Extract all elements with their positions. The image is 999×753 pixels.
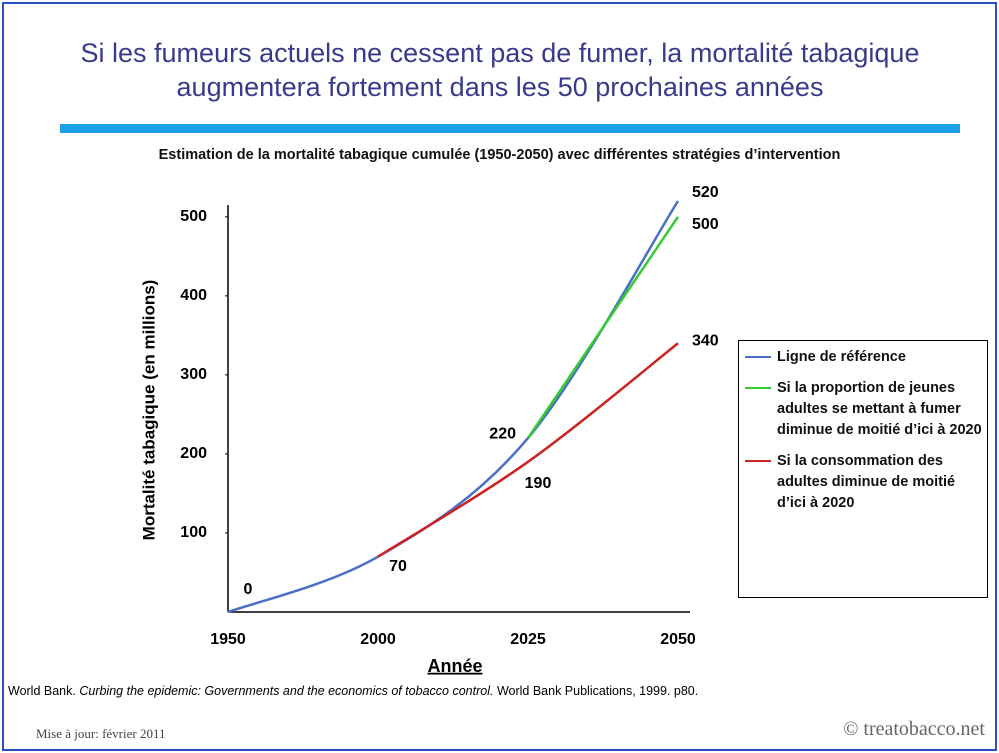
x-tick-label: 1950 — [210, 631, 246, 648]
series-line — [377, 342, 679, 558]
x-tick-label: 2000 — [360, 631, 396, 648]
y-axis-label: Mortalité tabagique (en millions) — [139, 280, 158, 541]
source-author: World Bank. — [8, 684, 76, 698]
update-date: Mise à jour: février 2011 — [36, 726, 166, 741]
data-label: 0 — [244, 581, 253, 598]
source-work: Curbing the epidemic: Governments and th… — [79, 684, 494, 698]
series-line — [526, 216, 680, 439]
data-label: 220 — [489, 425, 516, 442]
legend-swatch — [745, 356, 771, 358]
legend: Ligne de référence Si la proportion de je… — [738, 340, 988, 598]
title: Si les fumeurs actuels ne cessent pas de… — [80, 38, 920, 102]
data-label: 520 — [692, 184, 719, 201]
y-tick-label: 500 — [180, 208, 207, 225]
y-tick-label: 200 — [180, 445, 207, 462]
x-tick-label: 2025 — [510, 631, 546, 648]
data-label: 500 — [692, 216, 719, 233]
x-tick-label: 2050 — [660, 631, 696, 648]
legend-item: Si la proportion de jeunes adultes se me… — [745, 378, 983, 441]
legend-label: Si la proportion de jeunes adultes se me… — [777, 380, 982, 438]
y-tick-label: 100 — [180, 524, 207, 541]
legend-item: Si la consommation des adultes diminue d… — [745, 451, 983, 514]
subtitle: Estimation de la mortalité tabagique cum… — [158, 147, 841, 163]
source-publisher: World Bank Publications, 1999. p80. — [496, 684, 699, 698]
site: © treatobacco.net — [843, 718, 985, 740]
legend-label: Si la consommation des adultes diminue d… — [777, 453, 956, 511]
y-tick-label: 400 — [180, 287, 207, 304]
y-tick-label: 300 — [180, 366, 207, 383]
data-label: 70 — [389, 558, 407, 575]
data-label: 190 — [525, 475, 552, 492]
source: World Bank. Curbing the epidemic: Govern… — [8, 684, 698, 698]
data-label: 340 — [692, 332, 719, 349]
legend-label: Ligne de référence — [777, 349, 906, 365]
title-bar — [60, 124, 960, 133]
legend-swatch — [745, 460, 771, 462]
legend-swatch — [745, 387, 771, 389]
legend-item: Ligne de référence — [745, 347, 983, 368]
series-line — [227, 200, 680, 614]
x-axis-label: Année — [427, 656, 482, 676]
